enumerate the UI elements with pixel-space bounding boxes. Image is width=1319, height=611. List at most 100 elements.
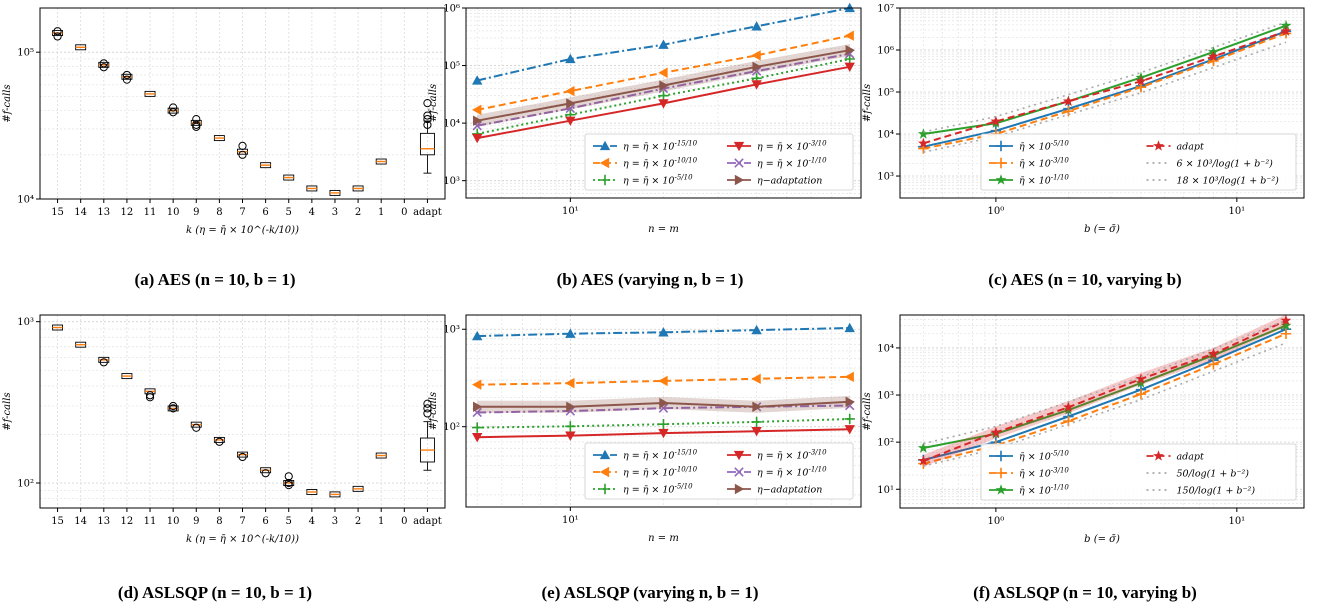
- legend-label: adapt: [1177, 142, 1204, 153]
- x-tick-label: 9: [193, 516, 199, 527]
- legend-marker: [995, 484, 1007, 495]
- axes-frame: [465, 314, 862, 508]
- axes-frame: [899, 7, 1305, 199]
- x-tick-label: 2: [355, 207, 361, 218]
- series: [472, 371, 854, 390]
- data-point: [751, 50, 761, 61]
- series: [472, 53, 855, 140]
- x-tick-label: 14: [74, 516, 87, 527]
- y-tick-label: 10²: [443, 422, 460, 433]
- legend-label: η = η̄ × 10-5/10: [623, 174, 693, 187]
- legend-label: η = η̄ × 10-5/10: [623, 483, 693, 496]
- legend-marker: [995, 450, 1007, 462]
- outlier-point: [192, 423, 201, 432]
- outlier-point: [423, 99, 432, 108]
- data-point: [917, 455, 929, 466]
- outlier-point: [192, 115, 201, 124]
- x-tick-label: 10⁰: [988, 206, 1005, 217]
- outlier-point: [122, 75, 132, 84]
- x-tick-label: 10¹: [1228, 206, 1245, 217]
- legend-marker: [1153, 140, 1164, 151]
- data-point: [472, 75, 483, 85]
- data-point: [751, 80, 762, 90]
- y-tick-label: 10¹: [877, 485, 894, 496]
- y-tick-label: 10⁷: [877, 4, 894, 15]
- x-tick-label: adapt: [413, 207, 442, 218]
- series: [923, 319, 1287, 445]
- y-axis-label: #f-calls: [428, 84, 439, 122]
- data-point: [1280, 25, 1292, 36]
- panel-caption: (d) ASLSQP (n = 10, b = 1): [118, 583, 312, 602]
- box-adapt: [419, 132, 435, 156]
- panel-caption: (b) AES (varying n, b = 1): [557, 270, 744, 289]
- outlier-point: [169, 108, 178, 117]
- grid: [40, 7, 445, 200]
- legend-label: η = η̄ × 10-3/10: [757, 140, 827, 153]
- data-point: [752, 401, 762, 413]
- x-tick-label: 10⁰: [988, 516, 1005, 527]
- outlier-point: [423, 404, 432, 413]
- series: [472, 425, 855, 443]
- series-line: [923, 324, 1287, 449]
- legend-label: η = η̄ × 10-10/10: [623, 157, 698, 170]
- outlier-point: [53, 32, 62, 41]
- x-tick-label: 2: [355, 516, 361, 527]
- x-tick-label: 13: [97, 207, 110, 218]
- data-point: [565, 377, 575, 389]
- outlier-point: [423, 409, 432, 418]
- data-point: [1135, 75, 1147, 86]
- data-point: [1063, 401, 1074, 412]
- legend-label: η̄ × 10-5/10: [1019, 450, 1069, 463]
- x-axis-label: k (η = η̄ × 10^(-k/10)): [186, 534, 299, 545]
- outlier-point: [169, 103, 178, 112]
- y-axis-label: #f-calls: [862, 84, 873, 122]
- panel-caption: (a) AES (n = 10, b = 1): [134, 270, 295, 289]
- y-tick-label: 10⁵: [17, 48, 34, 59]
- series-line: [923, 30, 1287, 145]
- data-point: [1063, 95, 1074, 106]
- legend-marker: [599, 449, 611, 460]
- series-line: [477, 327, 850, 338]
- series-line: [923, 30, 1287, 148]
- panel-f: 10¹ 10² 10³ 10⁴ #f-calls 10⁰ 10¹ b (= σ̄) η̄ × 1…: [862, 314, 1305, 602]
- series-line: [923, 319, 1287, 462]
- y-tick-label: 10³: [877, 172, 894, 183]
- x-tick-label: 6: [262, 207, 268, 218]
- legend-marker: [995, 140, 1007, 152]
- data-point: [844, 53, 855, 65]
- outlier-point: [122, 70, 132, 80]
- outlier-point: [238, 141, 247, 150]
- data-point: [1280, 19, 1292, 31]
- data-point: [472, 104, 482, 116]
- outlier-point: [423, 111, 432, 120]
- data-point: [1063, 105, 1074, 117]
- legend-label: adapt: [1177, 452, 1204, 463]
- data-point: [473, 401, 483, 413]
- x-tick-label: 10¹: [1228, 516, 1245, 527]
- series: [473, 395, 855, 413]
- confidence-band: [923, 314, 1287, 467]
- data-point: [658, 90, 669, 101]
- data-point: [658, 67, 668, 78]
- data-point: [565, 421, 576, 432]
- x-tick-label: 15: [51, 207, 64, 218]
- legend-label: η̄ × 10-3/10: [1019, 157, 1069, 170]
- legend-marker: [599, 157, 610, 169]
- outlier-point: [261, 469, 270, 478]
- legend-marker: [995, 467, 1007, 479]
- legend: η = η̄ × 10-15/10 η = η̄ × 10-10/10 η = η̄…: [584, 133, 854, 191]
- outlier-point: [192, 122, 201, 131]
- panel-b: 10³ 10⁴ 10⁵ 10⁶ #f-calls 10¹ n = m η = η̄ × 10-…: [428, 2, 862, 289]
- data-point: [565, 85, 575, 97]
- data-point: [658, 99, 669, 109]
- series-line: [923, 342, 1287, 467]
- legend-label: η = η̄ × 10-1/10: [757, 466, 827, 479]
- x-tick-label: 11: [144, 516, 157, 527]
- series: [472, 413, 855, 433]
- data-point: [472, 433, 483, 443]
- data-point: [565, 431, 576, 441]
- series-line: [923, 21, 1287, 133]
- data-point: [845, 396, 855, 408]
- legend-label: η̄ × 10-1/10: [1019, 484, 1069, 497]
